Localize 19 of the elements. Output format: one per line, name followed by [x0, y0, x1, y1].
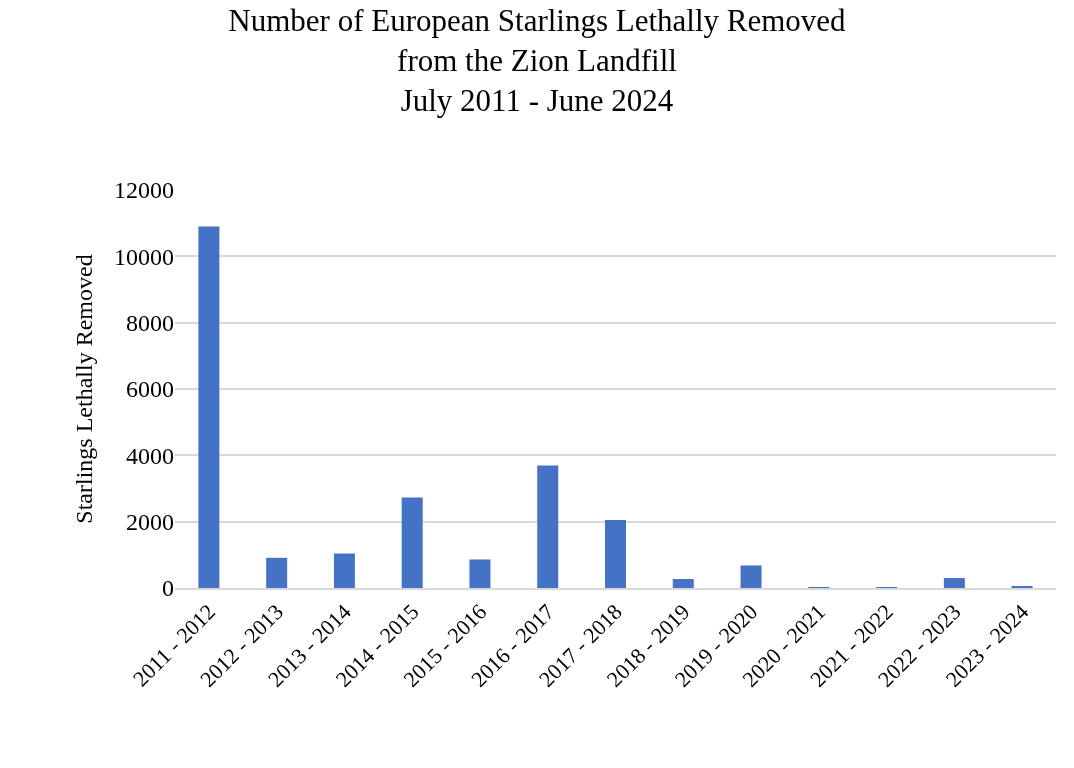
bar — [605, 520, 626, 588]
bar — [333, 553, 355, 588]
bar — [943, 578, 965, 588]
bar — [740, 565, 762, 588]
bar — [672, 579, 694, 588]
y-tick-label: 4000 — [126, 442, 174, 469]
y-tick-label: 0 — [162, 575, 174, 602]
bar — [198, 226, 220, 588]
y-tick-label: 8000 — [126, 310, 174, 337]
y-tick-label: 2000 — [126, 509, 174, 536]
bar — [266, 557, 288, 588]
bar — [401, 497, 423, 588]
chart-title: Number of European Starlings Lethally Removed from the Zion Landfill July 2011 - June 2024 — [228, 2, 847, 119]
y-axis-title: Starlings Lethally Removed — [71, 254, 98, 524]
y-tick-label: 12000 — [114, 177, 174, 204]
bar — [469, 559, 491, 588]
y-tick-label: 6000 — [126, 376, 174, 403]
bar — [537, 465, 559, 588]
y-tick-label: 10000 — [114, 243, 174, 270]
